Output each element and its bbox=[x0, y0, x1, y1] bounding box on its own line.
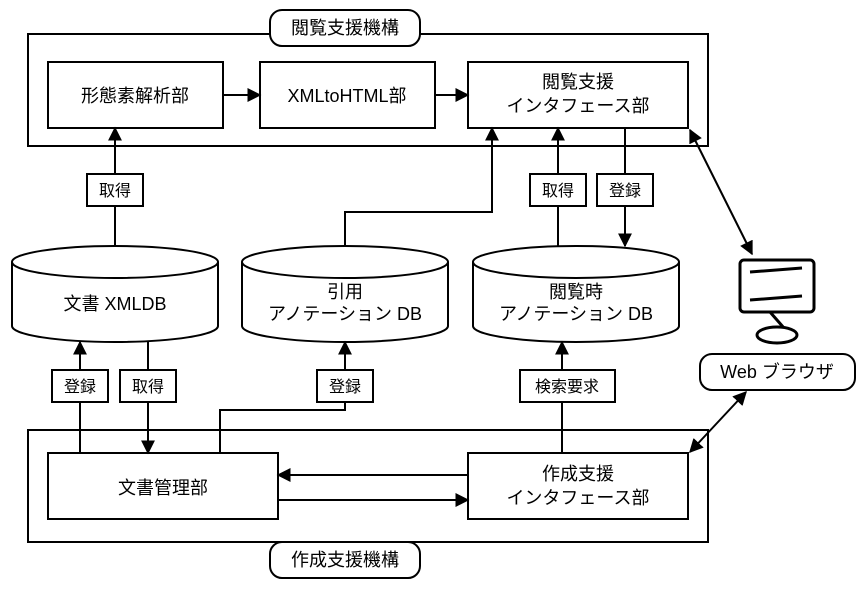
register3-label: 登録 bbox=[329, 378, 361, 396]
web-browser-icon bbox=[740, 260, 814, 343]
edge-browser-readif bbox=[690, 130, 752, 254]
read-interface-label-2: インタフェース部 bbox=[506, 96, 649, 116]
edge-browser-authorif bbox=[690, 392, 746, 452]
acquire1-label: 取得 bbox=[99, 182, 131, 200]
doc-xmldb-label: 文書 XMLDB bbox=[63, 294, 166, 314]
author-interface-label-2: インタフェース部 bbox=[506, 488, 649, 508]
acquire3-label: 取得 bbox=[132, 378, 164, 396]
morph-label: 形態素解析部 bbox=[81, 86, 189, 106]
author-interface-label-1: 作成支援 bbox=[542, 464, 614, 484]
authoring-support-title: 作成支援機構 bbox=[291, 550, 399, 570]
citation-db-label-1: 引用 bbox=[327, 282, 363, 302]
register2-label: 登録 bbox=[64, 378, 96, 396]
search-req-label: 検索要求 bbox=[535, 378, 599, 396]
read-anno-db-label-2: アノテーション DB bbox=[499, 304, 653, 324]
doc-xmldb-node: 文書 XMLDB bbox=[12, 246, 218, 342]
citation-db-node: 引用 アノテーション DB bbox=[242, 246, 448, 342]
read-anno-db-node: 閲覧時 アノテーション DB bbox=[473, 246, 679, 342]
read-interface-label-1: 閲覧支援 bbox=[542, 72, 614, 92]
web-browser-label: Web ブラウザ bbox=[720, 361, 834, 382]
reading-support-title: 閲覧支援機構 bbox=[291, 18, 399, 38]
register1-label: 登録 bbox=[609, 182, 641, 200]
acquire2-label: 取得 bbox=[542, 182, 574, 200]
author-interface-node bbox=[468, 453, 688, 519]
doc-mgmt-label: 文書管理部 bbox=[118, 478, 208, 498]
citation-db-label-2: アノテーション DB bbox=[268, 304, 422, 324]
xml2html-label: XMLtoHTML部 bbox=[287, 86, 406, 106]
read-anno-db-label-1: 閲覧時 bbox=[549, 282, 603, 302]
